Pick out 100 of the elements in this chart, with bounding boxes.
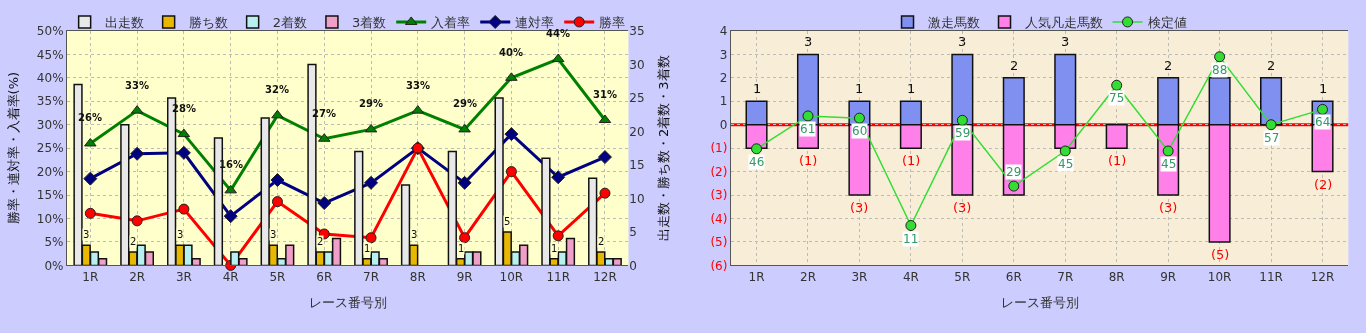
y-tick-label: 40% xyxy=(36,71,64,86)
y-tick-label: (3) xyxy=(710,188,728,203)
x-tick-label: 10R xyxy=(499,269,524,284)
data-label: 3 xyxy=(411,229,418,240)
y2-tick-label: 0 xyxy=(629,258,637,273)
x-tick-label: 9R xyxy=(456,269,473,284)
data-label: (3) xyxy=(1159,200,1178,215)
y-tick-label: (4) xyxy=(710,211,728,226)
x-tick-label: 10R xyxy=(1207,269,1232,284)
y-tick-label: (6) xyxy=(710,258,728,273)
data-label: 29% xyxy=(453,98,477,109)
legend-label: 勝ち数 xyxy=(188,15,228,31)
data-label: 3 xyxy=(1061,34,1070,49)
data-label: 57 xyxy=(1264,131,1280,145)
legend-label: 3着数 xyxy=(351,15,387,31)
legend-label: 人気凡走馬数 xyxy=(1024,15,1103,31)
data-label: 33% xyxy=(406,80,430,91)
y2-tick-label: 35 xyxy=(629,24,645,39)
x-tick-label: 2R xyxy=(129,269,146,284)
y-axis-title: 勝率・連対率・入着率(%) xyxy=(5,71,21,225)
y-tick-label: 1 xyxy=(719,94,728,109)
x-tick-label: 3R xyxy=(851,269,868,284)
y-tick-label: 50% xyxy=(36,24,64,39)
y2-tick-label: 25 xyxy=(629,91,645,106)
data-label: (3) xyxy=(850,200,869,215)
data-label: 2 xyxy=(1010,58,1019,73)
data-label: 88 xyxy=(1212,63,1228,77)
legend-label: 激走馬数 xyxy=(927,15,980,31)
data-label: (3) xyxy=(953,200,972,215)
x-tick-label: 4R xyxy=(902,269,919,284)
x-axis-title: レース番号別 xyxy=(308,295,387,311)
y-tick-label: 2 xyxy=(719,71,728,86)
data-label: 1 xyxy=(364,243,371,254)
y2-tick-label: 20 xyxy=(629,124,645,139)
data-label: 5 xyxy=(504,216,511,227)
data-label: 2 xyxy=(130,236,137,247)
data-label: 61 xyxy=(800,122,816,136)
legend-label: 検定値 xyxy=(1147,15,1187,31)
data-label: 1 xyxy=(551,243,558,254)
data-label: (5) xyxy=(1211,247,1230,262)
x-tick-label: 6R xyxy=(1005,269,1022,284)
y-tick-label: 35% xyxy=(36,94,64,109)
y-tick-label: 3 xyxy=(719,47,728,62)
legend-label: 出走数 xyxy=(104,15,144,31)
data-label: 1 xyxy=(907,81,916,96)
y-tick-label: 4 xyxy=(719,24,728,39)
data-label: (1) xyxy=(1108,153,1127,168)
data-label: 60 xyxy=(852,124,868,138)
y-tick-label: 10% xyxy=(36,211,64,226)
y-tick-label: 0 xyxy=(719,117,728,132)
y-tick-label: (2) xyxy=(710,164,728,179)
y2-tick-label: 10 xyxy=(629,191,645,206)
y-tick-label: 45% xyxy=(36,47,64,62)
x-tick-label: 11R xyxy=(546,269,570,284)
y-tick-label: 20% xyxy=(36,164,64,179)
y2-axis-title: 出走数・勝ち数・2着数・3着数 xyxy=(656,55,672,241)
y-tick-label: (1) xyxy=(710,141,728,156)
data-label: 29% xyxy=(359,98,383,109)
data-label: (2) xyxy=(1314,177,1333,192)
x-tick-label: 5R xyxy=(269,269,286,284)
data-label: 1 xyxy=(855,81,864,96)
data-label: 3 xyxy=(804,34,813,49)
legend-label: 2着数 xyxy=(272,15,307,31)
x-tick-label: 12R xyxy=(1310,269,1335,284)
y2-tick-label: 30 xyxy=(629,57,645,72)
data-label: (1) xyxy=(799,153,818,168)
y-tick-label: 0% xyxy=(44,258,64,273)
y-tick-label: 25% xyxy=(36,141,64,156)
data-label: 2 xyxy=(317,236,324,247)
x-tick-label: 6R xyxy=(316,269,333,284)
data-label: 59 xyxy=(955,126,971,140)
data-label: 45 xyxy=(1161,157,1177,171)
x-tick-label: 11R xyxy=(1259,269,1283,284)
data-label: 46 xyxy=(749,155,765,169)
data-label: 2 xyxy=(598,236,605,247)
x-tick-label: 5R xyxy=(954,269,971,284)
data-label: 3 xyxy=(958,34,967,49)
data-label: 31% xyxy=(593,89,617,100)
legend-label: 勝率 xyxy=(599,15,626,31)
x-tick-label: 7R xyxy=(1057,269,1074,284)
data-label: 29 xyxy=(1006,165,1022,179)
legend-label: 連対率 xyxy=(515,15,555,31)
data-label: 2 xyxy=(1164,58,1173,73)
y-tick-label: (5) xyxy=(710,235,728,250)
data-label: 3 xyxy=(270,229,277,240)
legend-label: 入着率 xyxy=(431,15,471,31)
x-tick-label: 3R xyxy=(175,269,192,284)
data-label: 3 xyxy=(177,229,184,240)
data-label: 75 xyxy=(1109,91,1125,105)
data-label: (1) xyxy=(902,153,921,168)
y2-tick-label: 15 xyxy=(629,158,645,173)
data-label: 1 xyxy=(458,243,465,254)
data-label: 2 xyxy=(1267,58,1276,73)
y-tick-label: 30% xyxy=(36,117,64,132)
x-tick-label: 1R xyxy=(82,269,99,284)
x-tick-label: 1R xyxy=(748,269,765,284)
y-tick-label: 15% xyxy=(36,188,64,203)
x-axis-title: レース番号別 xyxy=(1000,295,1079,311)
y-tick-label: 5% xyxy=(44,235,64,250)
y2-tick-label: 5 xyxy=(629,225,637,240)
